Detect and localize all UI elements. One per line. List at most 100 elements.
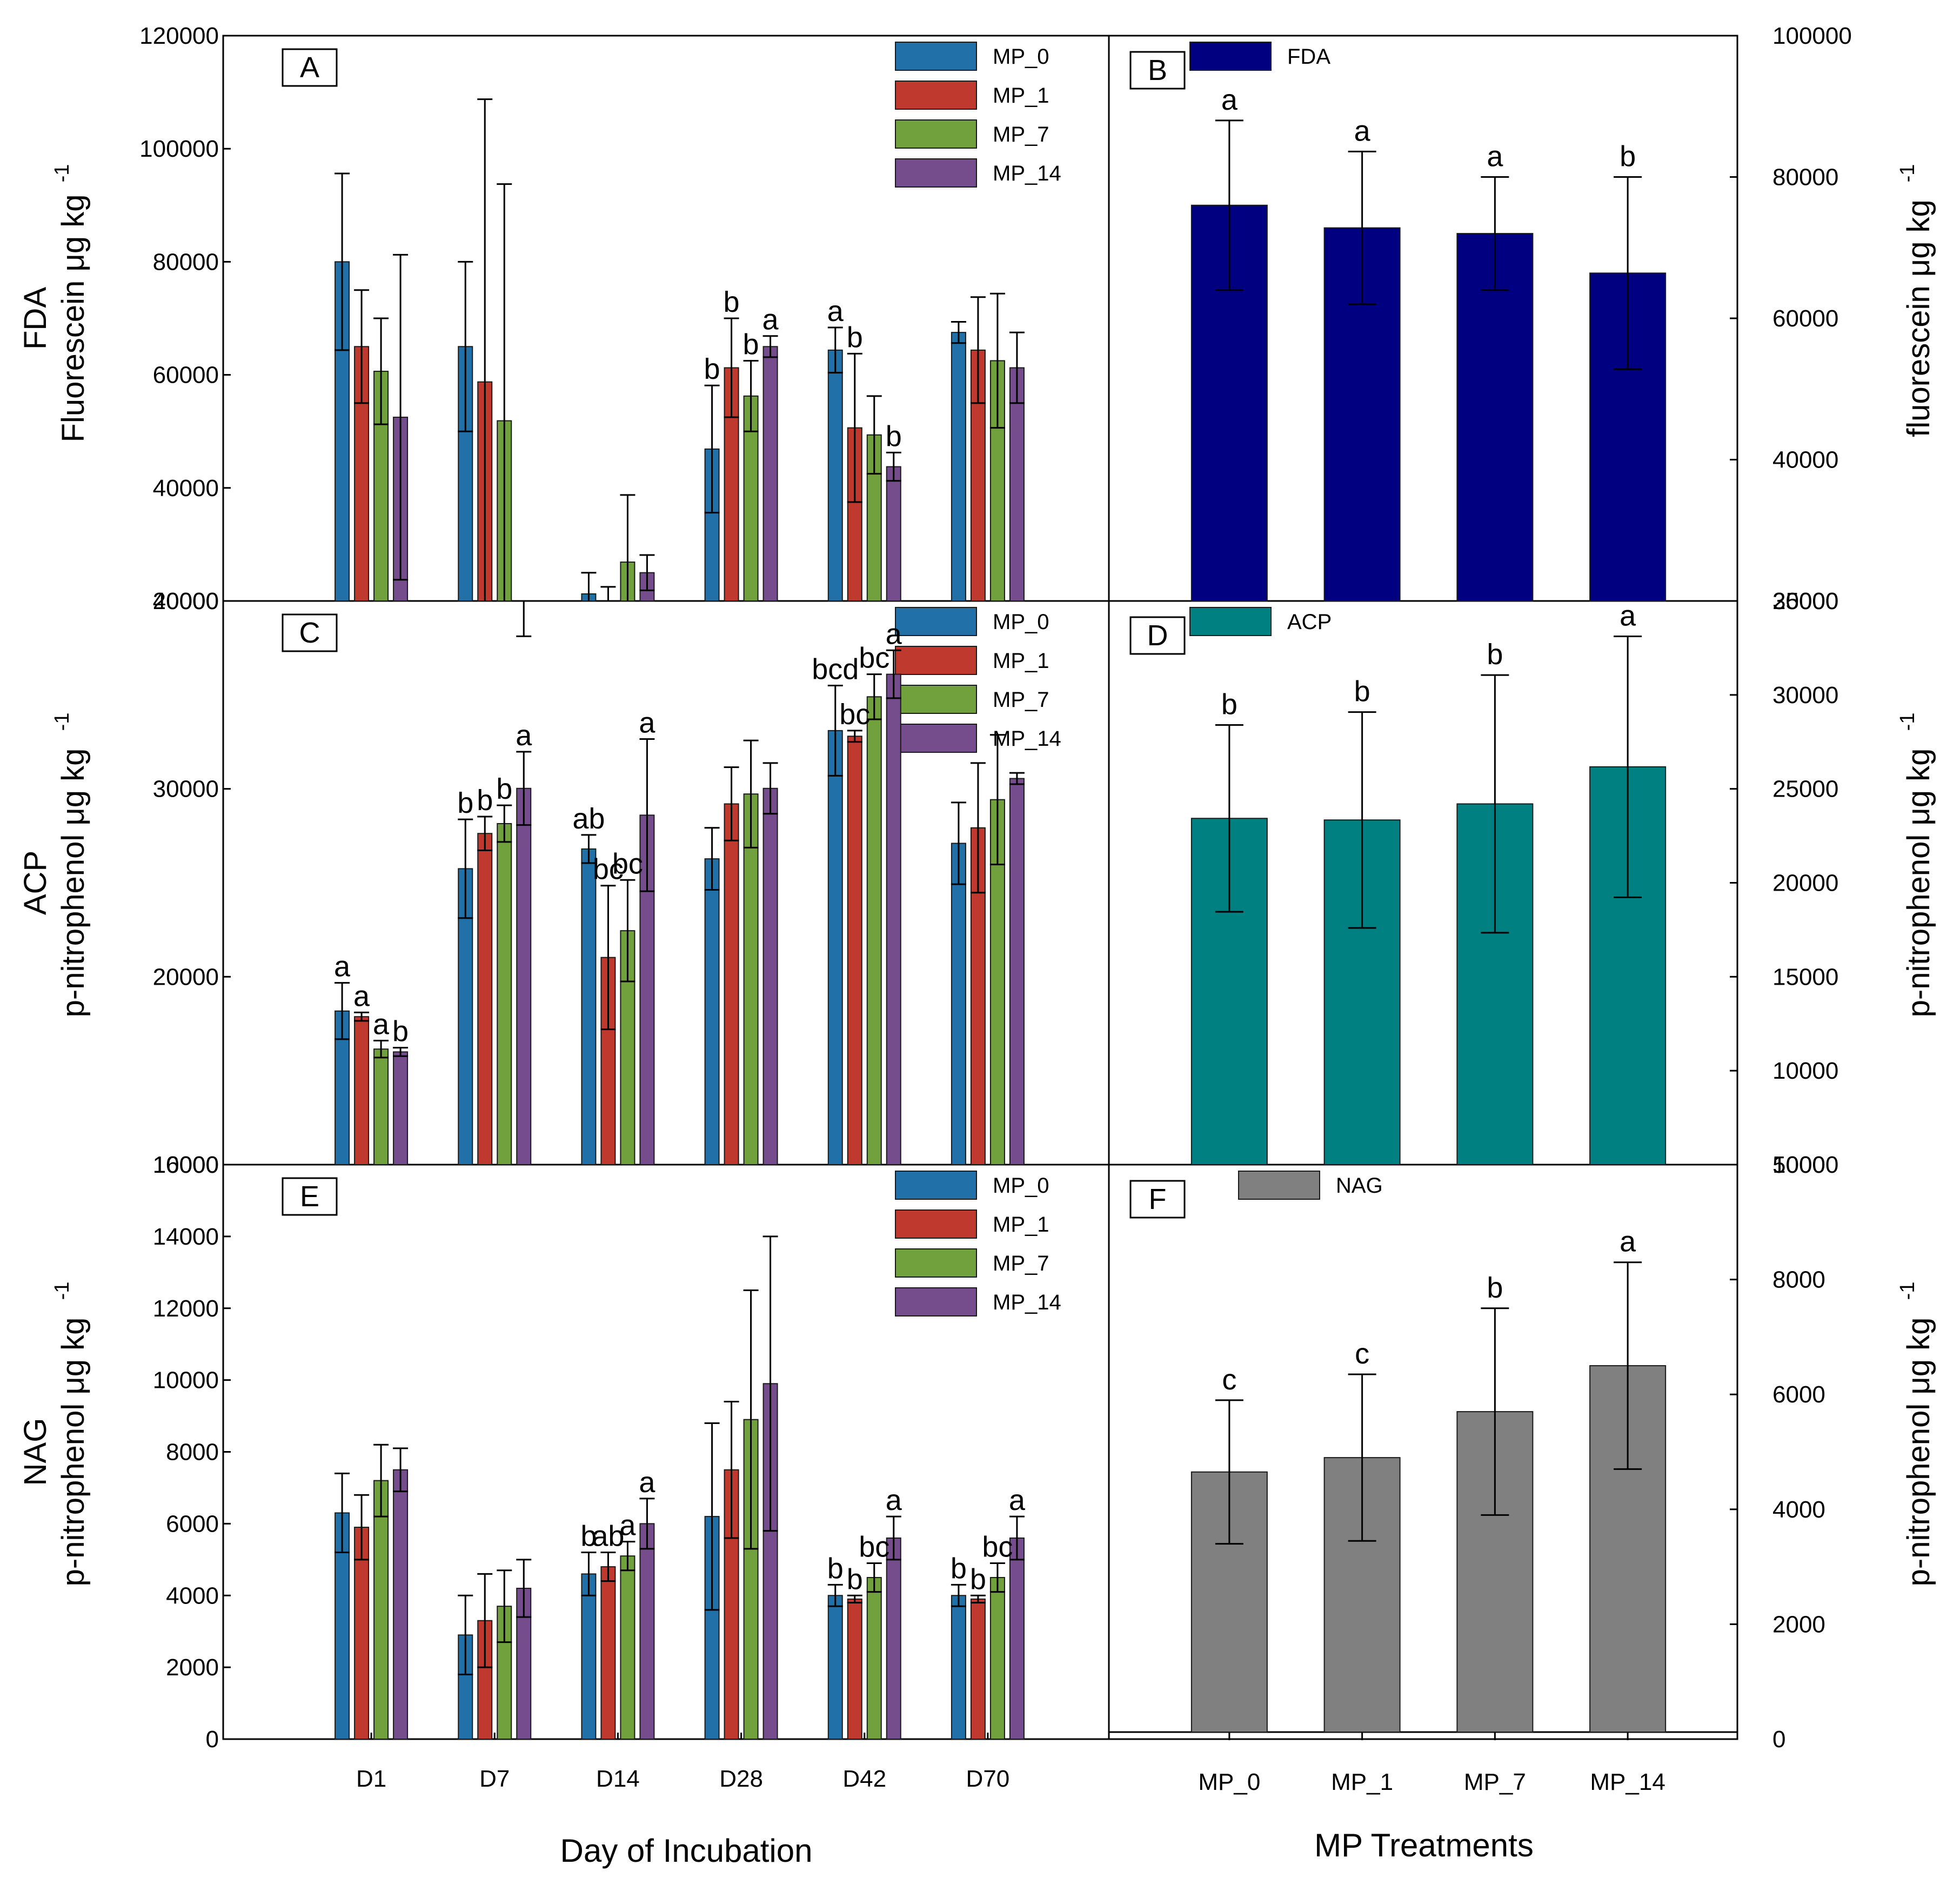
panel-letter-F: F: [1149, 1183, 1167, 1215]
x-tick-label-D14: D14: [596, 1766, 640, 1792]
sig-letter-C: a: [373, 1008, 390, 1041]
legend-label-C-MP_7: MP_7: [993, 688, 1049, 712]
legend-swatch-C-MP_7: [895, 685, 977, 714]
legend-label-A-MP_0: MP_0: [993, 45, 1049, 69]
sig-letter-C: a: [516, 719, 532, 752]
y-tick-label-E: 14000: [153, 1224, 219, 1250]
sig-letter-E: a: [886, 1484, 902, 1516]
legend-label-C-MP_1: MP_1: [993, 649, 1049, 673]
sig-letter-D: b: [1221, 688, 1237, 720]
y-tick-label-B: 100000: [1772, 23, 1852, 49]
y-axis-group-A: FDA: [18, 287, 53, 350]
bar-C-MP_14-D28: [762, 787, 778, 1165]
x-tick-label-MP_14: MP_14: [1590, 1769, 1665, 1795]
bar-A-MP_14-D28: [762, 346, 778, 602]
chart-text: 12000010000080000600004000020000AFluores…: [18, 23, 1936, 1795]
bar-E-MP_1-D42: [847, 1598, 862, 1740]
bar-C-MP_7-D7: [497, 823, 512, 1165]
sig-letter-F: c: [1355, 1338, 1369, 1370]
sig-letter-F: b: [1487, 1272, 1503, 1304]
y-tick-label-B: 20000: [1772, 588, 1838, 614]
sig-letter-A: b: [743, 328, 759, 360]
y-tick-label-E: 10000: [153, 1367, 219, 1394]
bar-C-MP_0-D70: [951, 843, 966, 1165]
y-tick-label-F: 10000: [1772, 1152, 1838, 1178]
bar-C-MP_0-D28: [704, 858, 720, 1165]
sig-letter-C: b: [496, 773, 512, 805]
sig-letter-A: a: [762, 304, 779, 336]
panel-letter-box-D: [1129, 616, 1186, 655]
y-axis-label-E: p-nitrophenol μg kg -1: [51, 1282, 91, 1587]
bar-E-MP_14-D1: [393, 1469, 409, 1740]
legend-swatch-F: [1238, 1171, 1320, 1200]
panel-letter-B: B: [1148, 54, 1167, 86]
y-axis-title-B: fluorescein μg kg: [1901, 199, 1936, 437]
bar-E-MP_7-D70: [989, 1577, 1005, 1740]
sig-letter-E: bc: [982, 1531, 1013, 1563]
bar-A-MP_7-D1: [373, 371, 389, 602]
legend-swatch-C-MP_0: [895, 607, 977, 636]
y-axis-title-C: p-nitrophenol μg kg: [56, 748, 91, 1018]
sig-letter-C: a: [639, 707, 655, 739]
y-axis-label-A: Fluorescein μg kg -1: [51, 164, 91, 443]
x-tick-label-D42: D42: [842, 1766, 886, 1792]
legend-label-E-MP_1: MP_1: [993, 1213, 1049, 1237]
x-axis-title-left: Day of Incubation: [560, 1833, 813, 1869]
legend-label-D: ACP: [1287, 610, 1332, 634]
legend-label-E-MP_7: MP_7: [993, 1252, 1049, 1275]
bar-C-MP_14-D42: [886, 673, 901, 1165]
y-tick-label-A: 40000: [153, 475, 219, 502]
sig-letter-E: a: [619, 1509, 636, 1542]
x-tick-label-D70: D70: [966, 1766, 1010, 1792]
sig-letter-C: b: [477, 784, 493, 817]
y-tick-label-F: 4000: [1772, 1496, 1825, 1523]
legend-swatch-A-MP_1: [895, 81, 977, 110]
bar-C-MP_0-D14: [581, 848, 597, 1166]
sig-letter-B: b: [1620, 141, 1636, 173]
y-axis-exponent-F: -1: [1896, 1282, 1919, 1300]
sig-letter-C: bc: [859, 642, 889, 674]
chart-bars: [335, 98, 1667, 1740]
panel-letter-C: C: [299, 617, 320, 649]
bar-E-MP_14-D42: [886, 1537, 901, 1740]
sig-letter-C: bcd: [812, 653, 859, 685]
y-axis-title-A: Fluorescein μg kg: [56, 195, 91, 443]
legend-swatch-A-MP_7: [895, 119, 977, 149]
x-tick-label-MP_0: MP_0: [1198, 1769, 1260, 1795]
y-tick-label-E: 0: [206, 1726, 219, 1753]
bar-C-MP_14-D70: [1009, 778, 1025, 1166]
y-axis-exponent-C: -1: [51, 713, 73, 731]
legend-label-B: FDA: [1287, 45, 1330, 69]
y-tick-label-F: 6000: [1772, 1381, 1825, 1408]
bar-E-MP_0-D42: [827, 1595, 843, 1740]
y-tick-label-E: 12000: [153, 1295, 219, 1322]
legend-swatch-D: [1189, 607, 1272, 636]
bar-E-MP_1-D14: [600, 1566, 616, 1740]
sig-letter-D: a: [1620, 600, 1636, 632]
bar-C-MP_7-D1: [373, 1048, 389, 1166]
y-axis-exponent-D: -1: [1896, 713, 1919, 731]
bar-C-MP_1-D1: [354, 1016, 370, 1166]
legend-swatch-E-MP_1: [895, 1209, 977, 1239]
bar-C-MP_1-D28: [724, 803, 739, 1165]
y-axis-exponent-E: -1: [51, 1282, 73, 1300]
y-axis-exponent-A: -1: [51, 164, 73, 183]
y-tick-label-F: 8000: [1772, 1267, 1825, 1293]
x-tick-label-D7: D7: [479, 1766, 510, 1792]
panel-letter-E: E: [300, 1180, 319, 1213]
y-tick-label-A: 100000: [139, 136, 219, 162]
sig-letter-E: ab: [592, 1520, 624, 1553]
legend-label-A-MP_14: MP_14: [993, 162, 1061, 185]
bar-E-MP_7-D42: [866, 1577, 882, 1740]
legend-label-A-MP_7: MP_7: [993, 123, 1049, 146]
bar-A-MP_14-D42: [886, 466, 901, 602]
y-tick-label-F: 2000: [1772, 1611, 1825, 1638]
legend-swatch-A-MP_14: [895, 158, 977, 188]
bar-E-MP_7-D14: [620, 1555, 636, 1740]
sig-letter-F: c: [1222, 1364, 1236, 1396]
bar-A-MP_0-D70: [951, 332, 966, 602]
bar-E-MP_7-D1: [373, 1480, 389, 1740]
y-axis-title-D: p-nitrophenol μg kg: [1901, 748, 1936, 1018]
y-axis-label-top-C: ACP: [18, 851, 53, 915]
y-axis-title-F: p-nitrophenol μg kg: [1901, 1318, 1936, 1587]
